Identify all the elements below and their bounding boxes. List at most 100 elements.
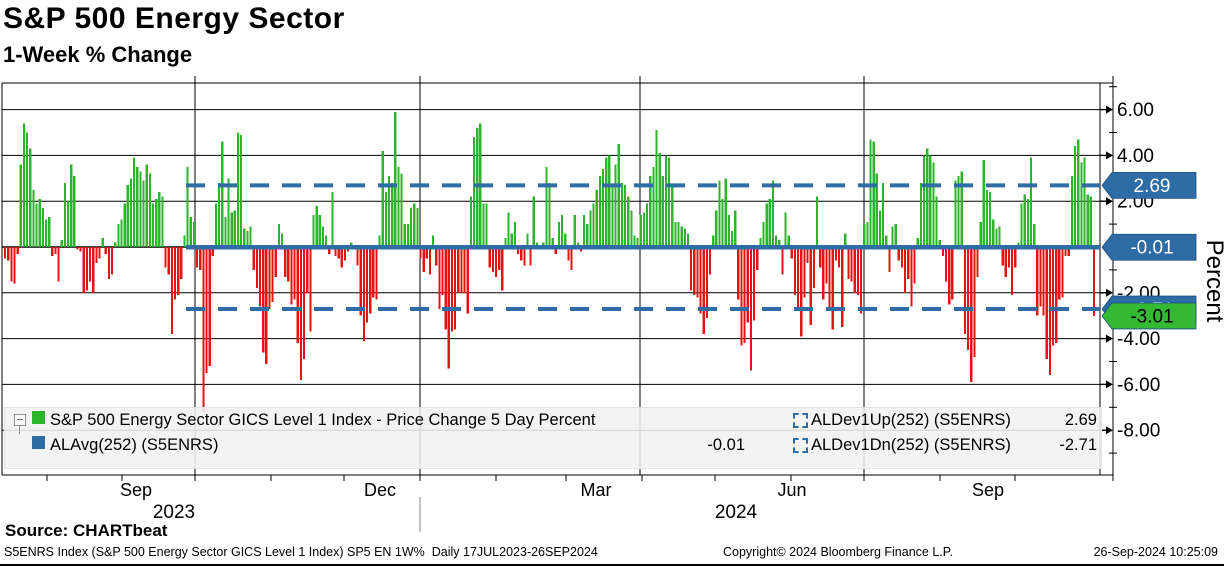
bar: [557, 221, 561, 247]
bar: [397, 166, 400, 247]
bar: [287, 247, 290, 282]
bar: [831, 247, 834, 330]
bar: [1083, 157, 1086, 247]
footer-security-info: S5ENRS Index (S&P 500 Energy Sector GICS…: [4, 545, 598, 559]
bar: [243, 228, 246, 247]
bar: [318, 214, 321, 247]
bar: [815, 196, 819, 247]
bar: [907, 247, 910, 280]
bar: [853, 247, 856, 293]
bar: [51, 247, 54, 257]
bar: [727, 214, 730, 247]
bar: [532, 196, 535, 247]
bar: [82, 247, 85, 293]
bar: [372, 247, 375, 298]
bar: [10, 247, 13, 282]
bar: [280, 233, 284, 247]
bar: [114, 242, 117, 247]
bar: [173, 247, 177, 300]
bar: [183, 235, 186, 247]
bar: [749, 247, 753, 371]
bar: [746, 247, 749, 323]
bar: [608, 155, 611, 247]
bar: [614, 164, 617, 247]
bar: [756, 247, 759, 270]
bar: [343, 247, 347, 261]
bar: [334, 247, 337, 257]
bar: [652, 166, 655, 247]
bar: [362, 247, 365, 341]
bar: [409, 208, 413, 247]
y-tick-arrow-icon: [1106, 105, 1113, 114]
legend-collapse-toggle-icon[interactable]: [14, 414, 26, 434]
bar: [645, 203, 649, 247]
bar: [520, 247, 523, 261]
bar: [699, 247, 702, 314]
bar: [605, 157, 608, 247]
bar: [954, 180, 957, 247]
bar: [589, 210, 592, 247]
bar: [164, 247, 167, 268]
bar: [126, 185, 129, 247]
bar: [416, 208, 419, 247]
bar: [658, 153, 661, 247]
bar: [567, 247, 570, 261]
bar: [784, 212, 787, 247]
bar: [1045, 247, 1048, 360]
bar: [859, 247, 863, 314]
bar: [1061, 247, 1064, 298]
bar: [730, 230, 734, 247]
bar: [1055, 247, 1058, 344]
bar: [488, 247, 491, 268]
bar: [800, 247, 803, 337]
bar: [73, 176, 76, 247]
bar: [1004, 247, 1007, 277]
bar: [944, 247, 948, 282]
bar: [677, 221, 680, 247]
bar: [995, 228, 998, 247]
bar: [13, 247, 16, 284]
bar: [863, 224, 866, 247]
bar: [419, 247, 422, 259]
bar: [668, 157, 671, 247]
bar: [576, 242, 579, 247]
bar: [277, 224, 280, 247]
bar: [919, 182, 922, 247]
bar: [1017, 242, 1020, 247]
bar: [120, 219, 123, 247]
bar: [639, 214, 642, 247]
bar: [510, 233, 513, 247]
bar: [167, 247, 170, 275]
bar: [910, 247, 913, 307]
bar: [236, 132, 240, 247]
blue-line-swatch-icon: [32, 436, 45, 449]
x-month-label: Dec: [364, 480, 396, 500]
bar: [315, 205, 318, 247]
bar: [44, 219, 48, 247]
bar: [293, 247, 296, 300]
bar: [498, 247, 501, 270]
bar: [847, 247, 850, 280]
bar: [882, 182, 885, 247]
bar: [938, 240, 941, 247]
bar: [809, 247, 812, 325]
bar: [989, 192, 992, 247]
bar: [92, 247, 95, 293]
bar: [1014, 247, 1017, 268]
bar: [457, 247, 460, 293]
bar: [85, 247, 89, 291]
footer-copyright: Copyright© 2024 Bloomberg Finance L.P.: [723, 545, 953, 559]
bar: [1048, 247, 1051, 376]
bar: [98, 247, 101, 259]
bar: [476, 127, 479, 247]
bar: [771, 180, 775, 247]
bar: [387, 176, 391, 247]
bar: [7, 247, 10, 261]
bar: [970, 247, 973, 383]
bar: [888, 247, 891, 273]
bar: [321, 226, 325, 247]
y-tick-label: -8.00: [1117, 421, 1160, 442]
bar: [1023, 194, 1026, 247]
bar: [186, 166, 189, 247]
